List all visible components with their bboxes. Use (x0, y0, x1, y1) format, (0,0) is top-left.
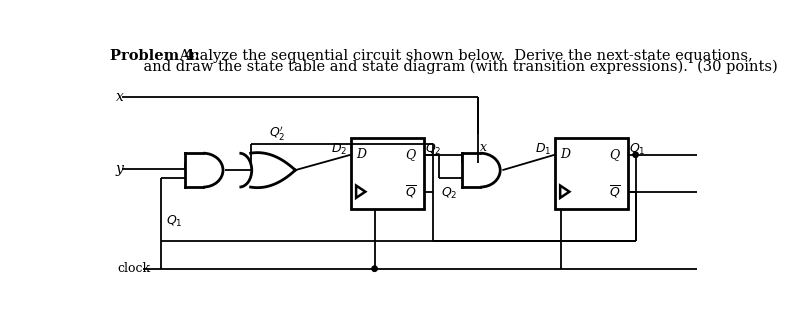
Circle shape (633, 152, 638, 157)
Text: Q: Q (406, 148, 416, 161)
Text: clock: clock (117, 262, 151, 275)
Circle shape (372, 266, 377, 271)
Text: D: D (560, 148, 571, 161)
Text: $Q_2$: $Q_2$ (425, 142, 441, 157)
Text: $Q_1$: $Q_1$ (629, 142, 645, 157)
Text: Problem 4:: Problem 4: (110, 49, 199, 63)
Text: $\overline{Q}$: $\overline{Q}$ (609, 183, 621, 200)
Text: D: D (356, 148, 366, 161)
Bar (351, 138, 424, 209)
Bar (555, 138, 628, 209)
Text: x: x (116, 90, 124, 104)
Text: $D_2$: $D_2$ (331, 142, 348, 157)
Text: y: y (116, 162, 124, 176)
Text: Q: Q (610, 148, 620, 161)
Text: and draw the state table and state diagram (with transition expressions).  (30 p: and draw the state table and state diagr… (125, 60, 778, 75)
Text: $Q_1$: $Q_1$ (166, 214, 183, 229)
Text: x: x (481, 141, 488, 154)
Text: $Q_2'$: $Q_2'$ (269, 124, 286, 142)
Text: $Q_2$: $Q_2$ (441, 186, 458, 201)
Text: $\overline{Q}$: $\overline{Q}$ (405, 183, 417, 200)
Text: $D_1$: $D_1$ (535, 142, 552, 157)
Text: Analyze the sequential circuit shown below.  Derive the next-state equations,: Analyze the sequential circuit shown bel… (162, 49, 753, 63)
